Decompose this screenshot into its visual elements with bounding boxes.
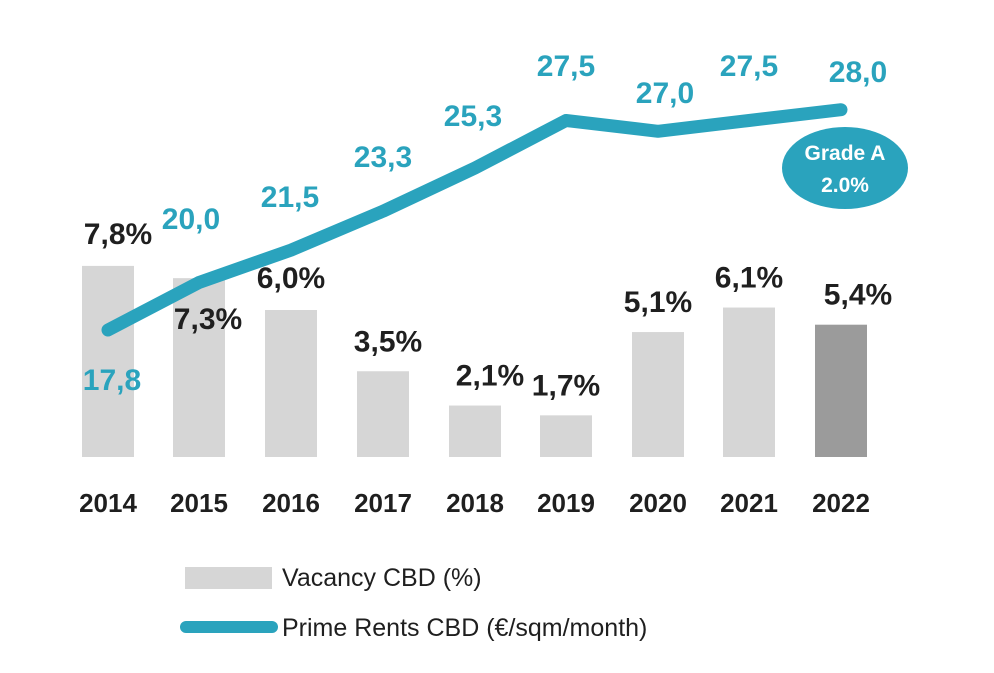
grade-a-badge-shape bbox=[782, 127, 908, 209]
rent-line bbox=[101, 103, 848, 337]
vacancy-bar-2018 bbox=[449, 405, 501, 457]
x-tick-2022: 2022 bbox=[812, 488, 870, 518]
legend-vacancy-swatch bbox=[185, 567, 272, 589]
rent-label-2020: 27,0 bbox=[636, 77, 694, 110]
grade-a-badge-value: 2.0% bbox=[821, 174, 869, 197]
vacancy-bar-2014 bbox=[82, 265, 134, 457]
rent-label-2022: 28,0 bbox=[829, 56, 887, 89]
grade-a-badge: Grade A 2.0% bbox=[782, 127, 908, 209]
rent-line-layer bbox=[101, 103, 848, 337]
x-tick-2019: 2019 bbox=[537, 488, 595, 518]
vacancy-label-2021: 6,1% bbox=[715, 262, 783, 295]
rent-label-2016: 21,5 bbox=[261, 181, 319, 214]
vacancy-label-2015: 7,3% bbox=[174, 303, 242, 336]
legend-rent-label: Prime Rents CBD (€/sqm/month) bbox=[282, 614, 647, 642]
vacancy-bar-2019 bbox=[540, 415, 592, 457]
grade-a-badge-title: Grade A bbox=[805, 142, 886, 165]
x-tick-2014: 2014 bbox=[79, 488, 137, 518]
legend: Vacancy CBD (%) Prime Rents CBD (€/sqm/m… bbox=[180, 564, 647, 642]
vacancy-label-2016: 6,0% bbox=[257, 262, 325, 295]
x-tick-2015: 2015 bbox=[170, 488, 228, 518]
vacancy-bar-2017 bbox=[357, 371, 409, 457]
rent-label-2015: 20,0 bbox=[162, 203, 220, 236]
x-tick-2016: 2016 bbox=[262, 488, 320, 518]
rent-label-2014: 17,8 bbox=[83, 364, 141, 397]
vacancy-label-2019: 1,7% bbox=[532, 369, 600, 402]
vacancy-label-2022: 5,4% bbox=[824, 279, 892, 312]
vacancy-label-2020: 5,1% bbox=[624, 286, 692, 319]
rent-label-2019: 27,5 bbox=[537, 50, 595, 83]
x-axis-labels: 2014 2015 2016 2017 2018 2019 2020 2021 2022 bbox=[79, 488, 870, 518]
vacancy-bar-2016 bbox=[265, 310, 317, 457]
x-tick-2021: 2021 bbox=[720, 488, 778, 518]
rent-label-2018: 25,3 bbox=[444, 100, 502, 133]
vacancy-bar-2021 bbox=[723, 307, 775, 457]
x-tick-2020: 2020 bbox=[629, 488, 687, 518]
vacancy-bars bbox=[82, 265, 867, 457]
rent-label-2021: 27,5 bbox=[720, 50, 778, 83]
vacancy-label-2017: 3,5% bbox=[354, 325, 422, 358]
vacancy-label-2018: 2,1% bbox=[456, 360, 524, 393]
rent-label-2017: 23,3 bbox=[354, 141, 412, 174]
rent-labels: 17,8 20,0 21,5 23,3 25,3 27,5 27,0 27,5 28,0 bbox=[83, 50, 887, 397]
x-tick-2017: 2017 bbox=[354, 488, 412, 518]
vacancy-bar-2015 bbox=[173, 278, 225, 457]
legend-vacancy-label: Vacancy CBD (%) bbox=[282, 564, 482, 592]
vacancy-bar-2022 bbox=[815, 324, 867, 457]
x-tick-2018: 2018 bbox=[446, 488, 504, 518]
vacancy-bar-2020 bbox=[632, 332, 684, 457]
vacancy-label-2014: 7,8% bbox=[84, 218, 152, 251]
vacancy-labels: 7,8% 7,3% 6,0% 3,5% 2,1% 1,7% 5,1% 6,1% 5,4% bbox=[84, 218, 892, 402]
